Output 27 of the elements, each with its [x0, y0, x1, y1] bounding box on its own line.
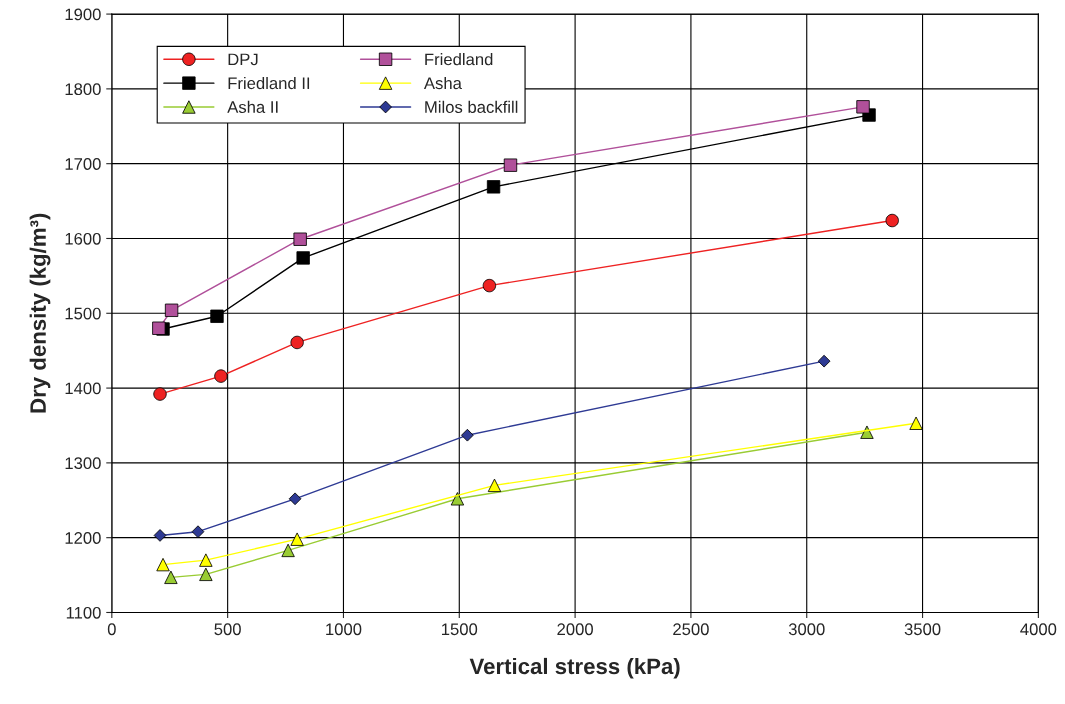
x-tick-label: 2500 — [673, 623, 709, 636]
legend-label: Asha — [423, 76, 462, 90]
x-tick-label: 3000 — [788, 623, 825, 636]
x-tick-label: 1500 — [442, 623, 478, 636]
legend-label: Friedland II — [228, 76, 310, 90]
y-tick-label: 1200 — [65, 532, 101, 544]
x-tick-label: 0 — [107, 623, 116, 636]
y-axis-title: Dry density (kg/m³) — [29, 213, 51, 413]
y-tick-label: 1900 — [65, 8, 101, 21]
y-tick-label: 1100 — [66, 606, 101, 619]
x-tick-label: 4000 — [1020, 623, 1057, 636]
point — [164, 303, 179, 317]
y-tick-label: 1400 — [65, 382, 101, 395]
x-tick-label: 2000 — [557, 623, 593, 636]
legend-label: DPJ — [228, 53, 258, 66]
y-tick-label: 1700 — [65, 158, 101, 170]
x-tick-label: 500 — [214, 623, 241, 636]
y-tick-label: 1600 — [65, 232, 101, 245]
legend-label: Friedland — [425, 53, 493, 66]
x-tick-label: 3500 — [904, 623, 941, 636]
y-tick-label: 1800 — [65, 83, 101, 96]
legend-label: Milos backfill — [425, 100, 518, 113]
legend-label: Asha II — [227, 100, 278, 113]
y-tick-label: 1500 — [65, 307, 101, 320]
x-tick-label: 1000 — [326, 623, 362, 636]
x-axis-title: Vertical stress (kPa) — [469, 657, 680, 679]
y-tick-label: 1300 — [65, 457, 101, 470]
